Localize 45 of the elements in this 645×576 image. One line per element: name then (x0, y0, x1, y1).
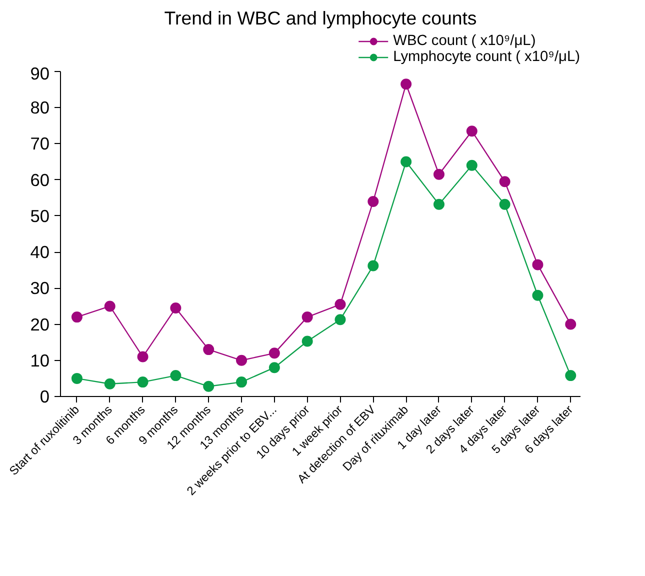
point (565, 318, 576, 330)
point (532, 259, 544, 270)
point (137, 376, 148, 388)
y-tick-label: 90 (30, 64, 50, 84)
point (499, 176, 510, 188)
point (368, 260, 379, 272)
point (532, 290, 544, 301)
y-tick-label: 10 (30, 350, 50, 370)
point (236, 354, 248, 366)
point (565, 370, 576, 382)
point (104, 378, 116, 390)
y-tick-label: 30 (30, 278, 50, 298)
point (433, 168, 444, 180)
y-tick-label: 60 (30, 170, 50, 190)
point (170, 302, 182, 314)
y-tick-label: 70 (30, 134, 50, 154)
point (203, 344, 214, 356)
point (499, 198, 510, 210)
point (400, 78, 412, 90)
point (236, 376, 248, 388)
point (203, 380, 214, 392)
point (334, 298, 346, 310)
point (302, 312, 313, 323)
point (466, 126, 478, 137)
point (334, 314, 346, 326)
point (104, 300, 116, 312)
chart-title: Trend in WBC and lymphocyte counts (164, 8, 477, 28)
y-tick-label: 80 (30, 98, 50, 118)
point (466, 160, 478, 171)
point (170, 370, 182, 382)
point (302, 336, 313, 347)
y-tick-label: 20 (30, 314, 50, 334)
point (368, 196, 379, 207)
y-tick-label: 50 (30, 206, 50, 226)
legend-label: WBC count ( x10⁹/μL) (393, 33, 536, 49)
point (433, 198, 444, 210)
point (137, 351, 148, 362)
y-tick-label: 0 (40, 386, 50, 406)
y-tick-label: 40 (30, 242, 50, 262)
point (71, 312, 82, 323)
point (71, 372, 82, 384)
point (268, 362, 280, 374)
point (400, 156, 412, 168)
legend-label: Lymphocyte count ( x10⁹/μL) (393, 49, 580, 65)
point (268, 348, 280, 359)
